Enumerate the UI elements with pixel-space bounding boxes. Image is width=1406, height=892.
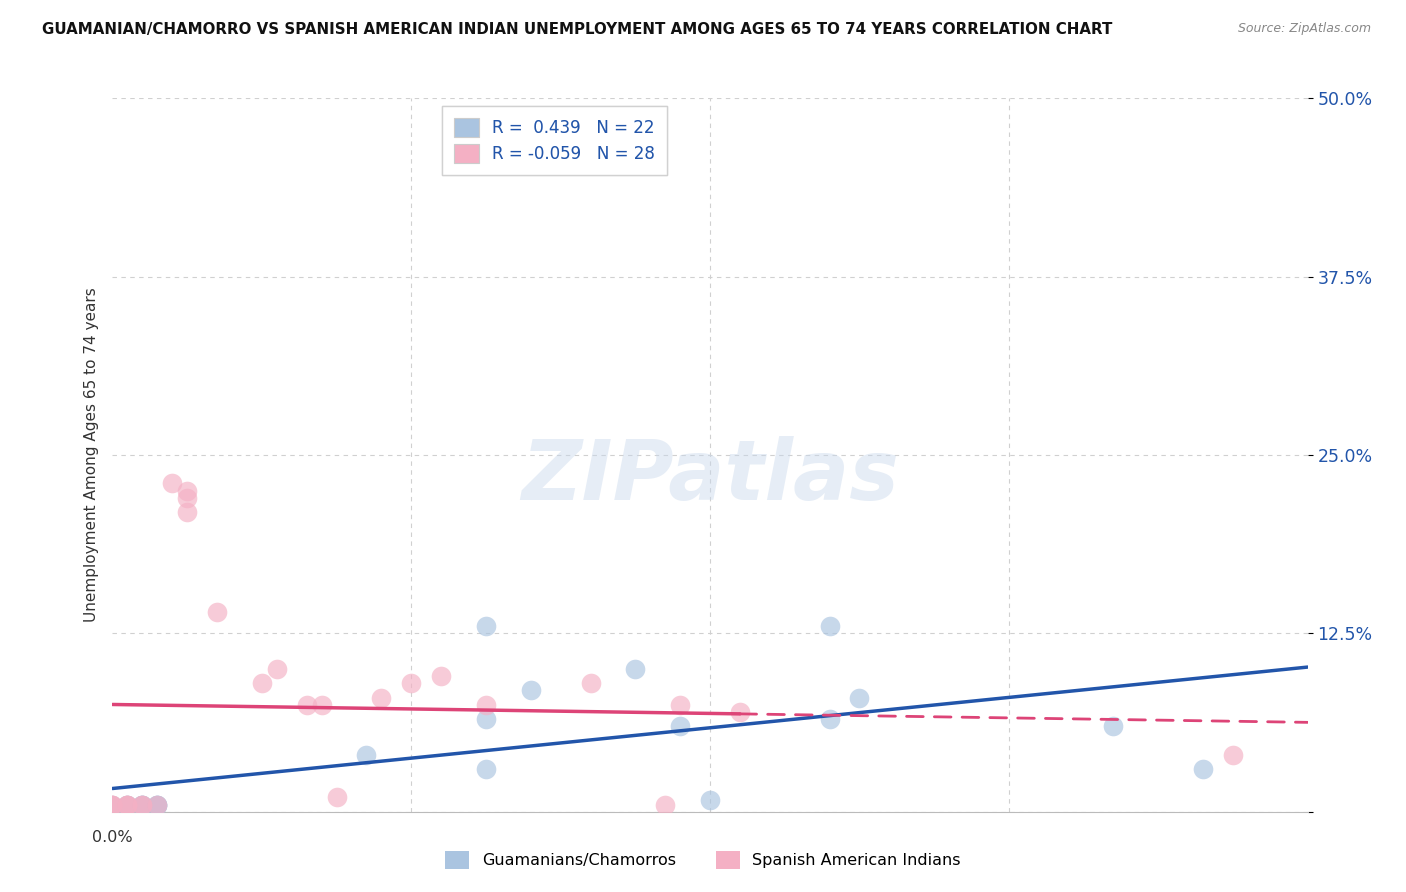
Point: [370, 690, 392, 705]
Point: [101, 797, 124, 812]
Text: ZIPatlas: ZIPatlas: [522, 436, 898, 516]
Point: [818, 712, 841, 726]
Point: [475, 712, 498, 726]
Point: [848, 690, 870, 705]
Text: 0.0%: 0.0%: [93, 830, 132, 845]
Point: [131, 797, 153, 812]
Point: [325, 790, 347, 805]
Point: [117, 797, 139, 812]
Point: [117, 797, 139, 812]
Point: [669, 719, 692, 733]
Point: [728, 705, 751, 719]
Point: [117, 797, 139, 812]
Point: [131, 797, 153, 812]
Y-axis label: Unemployment Among Ages 65 to 74 years: Unemployment Among Ages 65 to 74 years: [83, 287, 98, 623]
Point: [654, 797, 676, 812]
Point: [162, 476, 183, 491]
Point: [295, 698, 318, 712]
Point: [475, 619, 498, 633]
Point: [1192, 762, 1215, 776]
Text: Source: ZipAtlas.com: Source: ZipAtlas.com: [1237, 22, 1371, 36]
Point: [356, 747, 378, 762]
Point: [205, 605, 228, 619]
Point: [1222, 747, 1244, 762]
Point: [101, 797, 124, 812]
Point: [131, 797, 153, 812]
Point: [176, 491, 198, 505]
Point: [146, 797, 169, 812]
Point: [520, 683, 543, 698]
Point: [1102, 719, 1125, 733]
Point: [311, 698, 333, 712]
Legend: R =  0.439   N = 22, R = -0.059   N = 28: R = 0.439 N = 22, R = -0.059 N = 28: [443, 106, 666, 175]
Point: [176, 483, 198, 498]
Point: [101, 797, 124, 812]
Point: [117, 797, 139, 812]
Point: [146, 797, 169, 812]
Point: [430, 669, 453, 683]
Point: [669, 698, 692, 712]
Point: [699, 793, 721, 807]
Point: [475, 698, 498, 712]
Point: [579, 676, 602, 690]
Point: [146, 797, 169, 812]
Point: [475, 762, 498, 776]
Point: [818, 619, 841, 633]
Point: [266, 662, 288, 676]
Point: [250, 676, 273, 690]
Point: [176, 505, 198, 519]
Text: GUAMANIAN/CHAMORRO VS SPANISH AMERICAN INDIAN UNEMPLOYMENT AMONG AGES 65 TO 74 Y: GUAMANIAN/CHAMORRO VS SPANISH AMERICAN I…: [42, 22, 1112, 37]
Point: [146, 797, 169, 812]
Point: [401, 676, 423, 690]
Point: [117, 797, 139, 812]
Point: [131, 797, 153, 812]
Point: [624, 662, 647, 676]
Point: [101, 797, 124, 812]
Legend: Guamanians/Chamorros, Spanish American Indians: Guamanians/Chamorros, Spanish American I…: [439, 845, 967, 875]
Point: [131, 797, 153, 812]
